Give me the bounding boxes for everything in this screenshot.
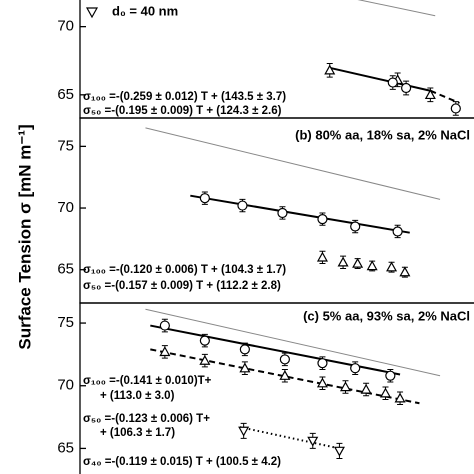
point bbox=[159, 320, 170, 331]
fit-line bbox=[239, 426, 340, 450]
point bbox=[401, 82, 412, 94]
point bbox=[366, 260, 378, 271]
point bbox=[239, 344, 250, 355]
equation: + (106.3 ± 1.7) bbox=[100, 427, 175, 439]
equation: σ₅₀ =-(0.157 ± 0.009) T + (112.2 ± 2.8) bbox=[83, 280, 281, 292]
point bbox=[238, 426, 250, 437]
point bbox=[450, 103, 461, 114]
y-tick-label: 70 bbox=[57, 199, 74, 216]
equation: σ₁₀₀ =-(0.120 ± 0.006) T + (104.3 ± 1.7) bbox=[83, 264, 286, 276]
point bbox=[424, 89, 436, 100]
equation: + (113.0 ± 3.0) bbox=[100, 390, 175, 402]
fit-line bbox=[150, 348, 420, 405]
point bbox=[237, 200, 248, 211]
point bbox=[307, 436, 319, 447]
point bbox=[277, 207, 288, 219]
equation: σ₅₀ =-(0.123 ± 0.006) T+ bbox=[83, 413, 210, 425]
point bbox=[350, 363, 361, 374]
point bbox=[324, 64, 336, 75]
y-tick-label: 65 bbox=[57, 86, 74, 103]
equation: σ₁₀₀ =-(0.259 ± 0.012) T + (143.5 ± 3.7) bbox=[83, 91, 286, 103]
point bbox=[385, 370, 396, 381]
point bbox=[199, 193, 210, 204]
plot-frame bbox=[79, 302, 474, 474]
point bbox=[279, 369, 291, 380]
point bbox=[392, 226, 403, 237]
point bbox=[159, 346, 171, 357]
legend-marker bbox=[85, 7, 99, 19]
point bbox=[386, 261, 398, 272]
panel-title: (b) 80% aa, 18% sa, 2% NaCl bbox=[295, 127, 470, 142]
fit-line bbox=[190, 194, 410, 234]
y-tick-label: 65 bbox=[57, 261, 74, 278]
point bbox=[317, 214, 328, 225]
point bbox=[399, 266, 411, 277]
point bbox=[339, 381, 352, 392]
point bbox=[239, 362, 251, 373]
equation: σ₄₀ =-(0.119 ± 0.015) T + (100.5 ± 4.2) bbox=[83, 456, 281, 468]
point bbox=[394, 392, 406, 403]
y-tick-label: 70 bbox=[57, 18, 74, 35]
point bbox=[333, 446, 345, 457]
legend-label: d₀ = 40 nm bbox=[112, 3, 178, 18]
point bbox=[387, 77, 398, 88]
point bbox=[279, 354, 290, 365]
point bbox=[316, 251, 328, 262]
y-tick-label: 75 bbox=[57, 314, 74, 331]
point bbox=[360, 383, 372, 394]
point bbox=[199, 335, 210, 346]
panel-title: (c) 5% aa, 93% sa, 2% NaCl bbox=[303, 308, 470, 323]
equation: σ₁₀₀ =-(0.141 ± 0.010)T+ bbox=[83, 375, 212, 387]
y-tick-label: 75 bbox=[57, 137, 74, 154]
point bbox=[352, 257, 364, 268]
point bbox=[350, 221, 361, 232]
point bbox=[316, 377, 328, 388]
fit-line bbox=[429, 89, 460, 104]
fit-line bbox=[328, 66, 431, 92]
point bbox=[199, 354, 211, 365]
fit-line bbox=[145, 308, 441, 377]
point bbox=[317, 358, 328, 369]
fit-line bbox=[145, 127, 441, 200]
equation: σ₅₀ =-(0.195 ± 0.009) T + (124.3 ± 2.6) bbox=[83, 105, 282, 117]
fit-line bbox=[150, 324, 401, 376]
y-axis-label: Surface Tension σ [mN m⁻¹] bbox=[15, 124, 34, 349]
y-tick-label: 65 bbox=[57, 439, 74, 456]
y-tick-label: 70 bbox=[57, 377, 74, 394]
point bbox=[337, 256, 349, 267]
point bbox=[379, 387, 392, 398]
fit-line bbox=[357, 0, 436, 17]
